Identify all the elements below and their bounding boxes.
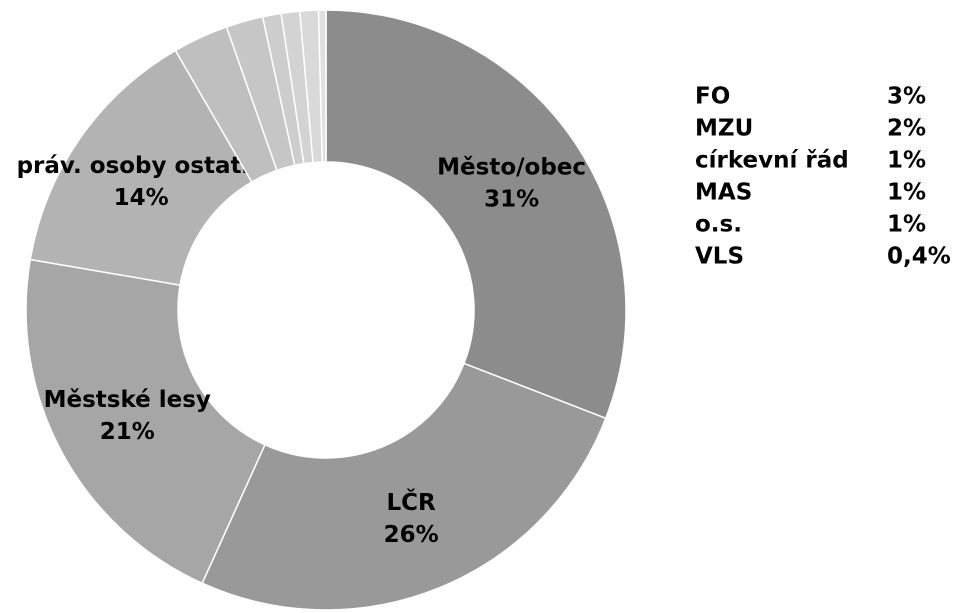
table-name: MAS	[695, 180, 752, 206]
slice-name: LČR	[387, 488, 437, 516]
table-value: 1%	[887, 212, 926, 238]
table-name: VLS	[695, 244, 744, 270]
slice-name: Městské lesy	[44, 387, 211, 413]
table-value: 1%	[887, 148, 926, 174]
slice-name: Město/obec	[437, 154, 586, 180]
table-name: MZU	[695, 116, 753, 142]
slice	[201, 362, 607, 611]
table-name: FO	[695, 84, 730, 110]
slice-value: 21%	[100, 419, 155, 445]
table-value: 2%	[887, 116, 926, 142]
table-value: 1%	[887, 180, 926, 206]
slice	[29, 49, 253, 286]
slice-value: 14%	[114, 185, 169, 211]
slice	[325, 9, 627, 420]
slice-name: práv. osoby ostatní	[17, 153, 267, 179]
table-value: 0,4%	[887, 244, 951, 270]
table-name: církevní řád	[695, 148, 849, 174]
table-value: 3%	[887, 84, 926, 110]
slice-value: 26%	[384, 522, 439, 548]
table-name: o.s.	[695, 212, 742, 238]
slice-value: 31%	[484, 186, 539, 212]
slice	[25, 258, 266, 585]
slice	[317, 9, 327, 163]
